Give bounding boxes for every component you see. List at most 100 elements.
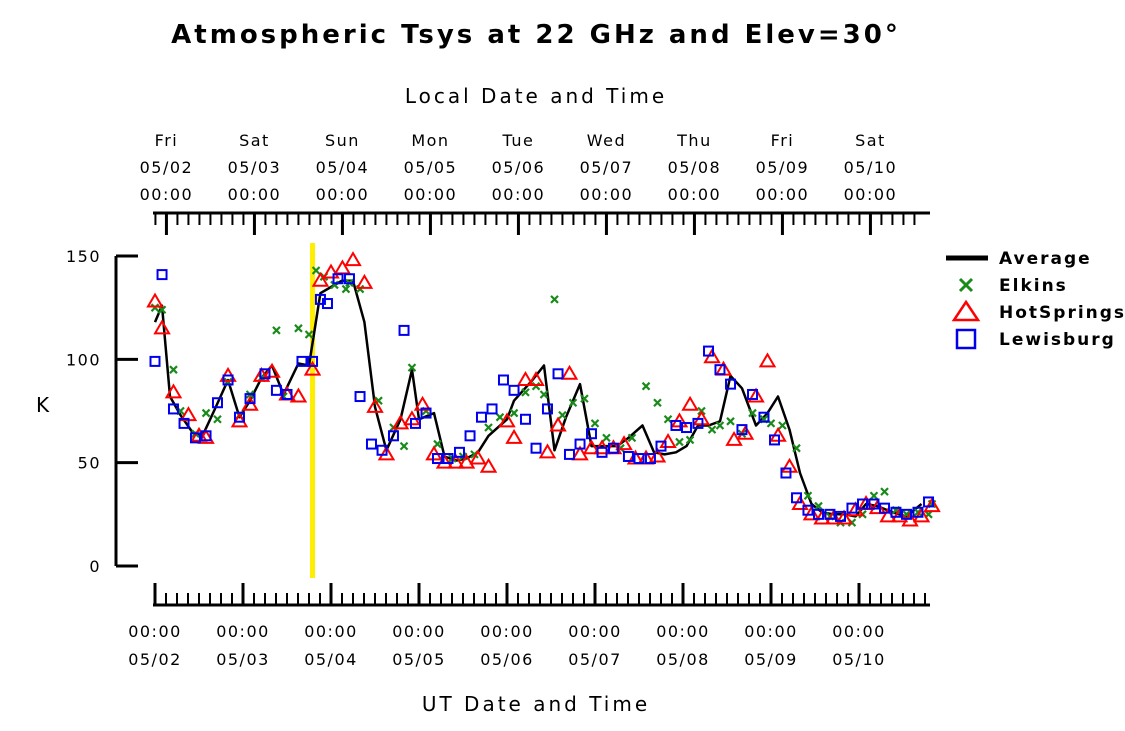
bottom-tick-date: 05/07 <box>568 650 622 669</box>
bottom-tick-date: 05/03 <box>216 650 270 669</box>
point-lewisburg <box>747 388 759 400</box>
point-hotsprings <box>164 383 183 399</box>
y-tick-label: 0 <box>89 557 101 576</box>
point-hotsprings <box>391 414 410 430</box>
top-tick-date: 05/03 <box>228 158 282 177</box>
point-lewisburg <box>156 269 168 281</box>
bottom-tick-time: 00:00 <box>304 622 358 641</box>
point-lewisburg <box>233 411 245 423</box>
point-lewisburg <box>725 378 737 390</box>
top-tick-day: Fri <box>771 131 795 150</box>
point-lewisburg <box>270 384 282 396</box>
top-tick-time: 00:00 <box>316 185 370 204</box>
point-lewisburg <box>563 448 575 460</box>
bottom-tick-time: 00:00 <box>128 622 182 641</box>
point-lewisburg <box>879 502 891 514</box>
legend: Average Elkins HotSprings Lewisburg <box>946 249 1124 350</box>
top-tick-date: 05/10 <box>844 158 898 177</box>
point-elkins <box>272 326 281 335</box>
point-lewisburg <box>307 355 319 367</box>
point-hotsprings <box>303 360 322 376</box>
point-lewisburg <box>332 273 344 285</box>
point-lewisburg <box>552 368 564 380</box>
point-lewisburg <box>633 453 645 465</box>
bottom-tick-time: 00:00 <box>656 622 710 641</box>
point-lewisburg <box>222 374 234 386</box>
top-tick-time: 00:00 <box>580 185 634 204</box>
point-hotsprings <box>923 497 941 513</box>
y-tick-label: 50 <box>78 454 101 473</box>
point-hotsprings <box>516 371 535 386</box>
point-hotsprings <box>538 443 557 459</box>
top-tick-date: 05/09 <box>756 158 810 177</box>
bottom-tick-time: 00:00 <box>568 622 622 641</box>
point-lewisburg <box>189 432 201 444</box>
top-tick-date: 05/08 <box>668 158 722 177</box>
point-hotsprings <box>681 395 699 411</box>
x-axis-label: UT Date and Time <box>422 692 650 716</box>
point-lewisburg <box>442 453 454 465</box>
point-lewisburg <box>923 496 935 508</box>
legend-swatch-hotsprings <box>951 299 981 322</box>
y-axis-label: K <box>36 393 52 417</box>
bottom-tick-time: 00:00 <box>216 622 270 641</box>
point-lewisburg <box>585 428 597 440</box>
point-elkins <box>539 390 549 399</box>
point-lewisburg <box>453 446 465 458</box>
point-elkins <box>311 266 321 275</box>
point-elkins <box>341 284 351 294</box>
point-lewisburg <box>296 355 308 367</box>
point-elkins <box>550 295 559 304</box>
point-lewisburg <box>622 450 634 462</box>
point-lewisburg <box>736 424 748 436</box>
top-tick-day: Mon <box>411 131 449 150</box>
axes: 0 50 100 150 00:00 05/02 00:00 05/03 00:00 05/04 0… <box>66 131 930 669</box>
top-tick-date: 05/04 <box>316 158 370 177</box>
bottom-tick-date: 05/10 <box>832 650 886 669</box>
y-tick-label: 100 <box>66 350 101 369</box>
top-tick-time: 00:00 <box>140 185 194 204</box>
point-hotsprings <box>747 387 765 403</box>
point-lewisburg <box>802 504 814 516</box>
bottom-tick-date: 05/06 <box>480 650 534 669</box>
point-lewisburg <box>644 453 656 465</box>
point-hotsprings <box>153 319 171 335</box>
point-hotsprings <box>615 435 633 451</box>
point-lewisburg <box>703 345 715 357</box>
point-elkins <box>433 439 442 449</box>
bottom-tick-time: 00:00 <box>480 622 534 641</box>
point-lewisburg <box>670 419 682 431</box>
bottom-tick-date: 05/08 <box>656 650 710 669</box>
point-lewisburg <box>769 434 781 446</box>
top-tick-time: 00:00 <box>228 185 282 204</box>
point-hotsprings <box>322 263 340 279</box>
point-elkins <box>663 414 673 424</box>
point-elkins <box>531 381 541 391</box>
point-hotsprings <box>469 449 487 465</box>
bottom-tick-date: 05/02 <box>128 650 182 669</box>
point-lewisburg <box>376 444 388 456</box>
point-lewisburg <box>780 467 792 479</box>
point-lewisburg <box>912 506 924 518</box>
point-elkins <box>495 412 505 422</box>
point-lewisburg <box>244 393 256 405</box>
point-hotsprings <box>289 387 308 403</box>
point-lewisburg <box>714 364 726 376</box>
point-lewisburg <box>530 442 542 454</box>
legend-swatch-elkins <box>958 277 974 293</box>
point-lewisburg <box>200 430 212 442</box>
top-axis-label: Local Date and Time <box>405 84 667 108</box>
top-tick-time: 00:00 <box>668 185 722 204</box>
point-elkins <box>869 491 879 501</box>
point-elkins <box>590 419 600 428</box>
point-elkins <box>814 501 823 511</box>
point-lewisburg <box>464 430 476 442</box>
point-hotsprings <box>311 271 330 287</box>
bottom-tick-time: 00:00 <box>832 622 886 641</box>
point-lewisburg <box>791 492 803 504</box>
point-elkins <box>726 417 735 426</box>
top-tick-date: 05/06 <box>492 158 546 177</box>
series-layer <box>146 251 941 527</box>
point-lewisburg <box>607 442 619 454</box>
point-lewisburg <box>497 374 509 386</box>
